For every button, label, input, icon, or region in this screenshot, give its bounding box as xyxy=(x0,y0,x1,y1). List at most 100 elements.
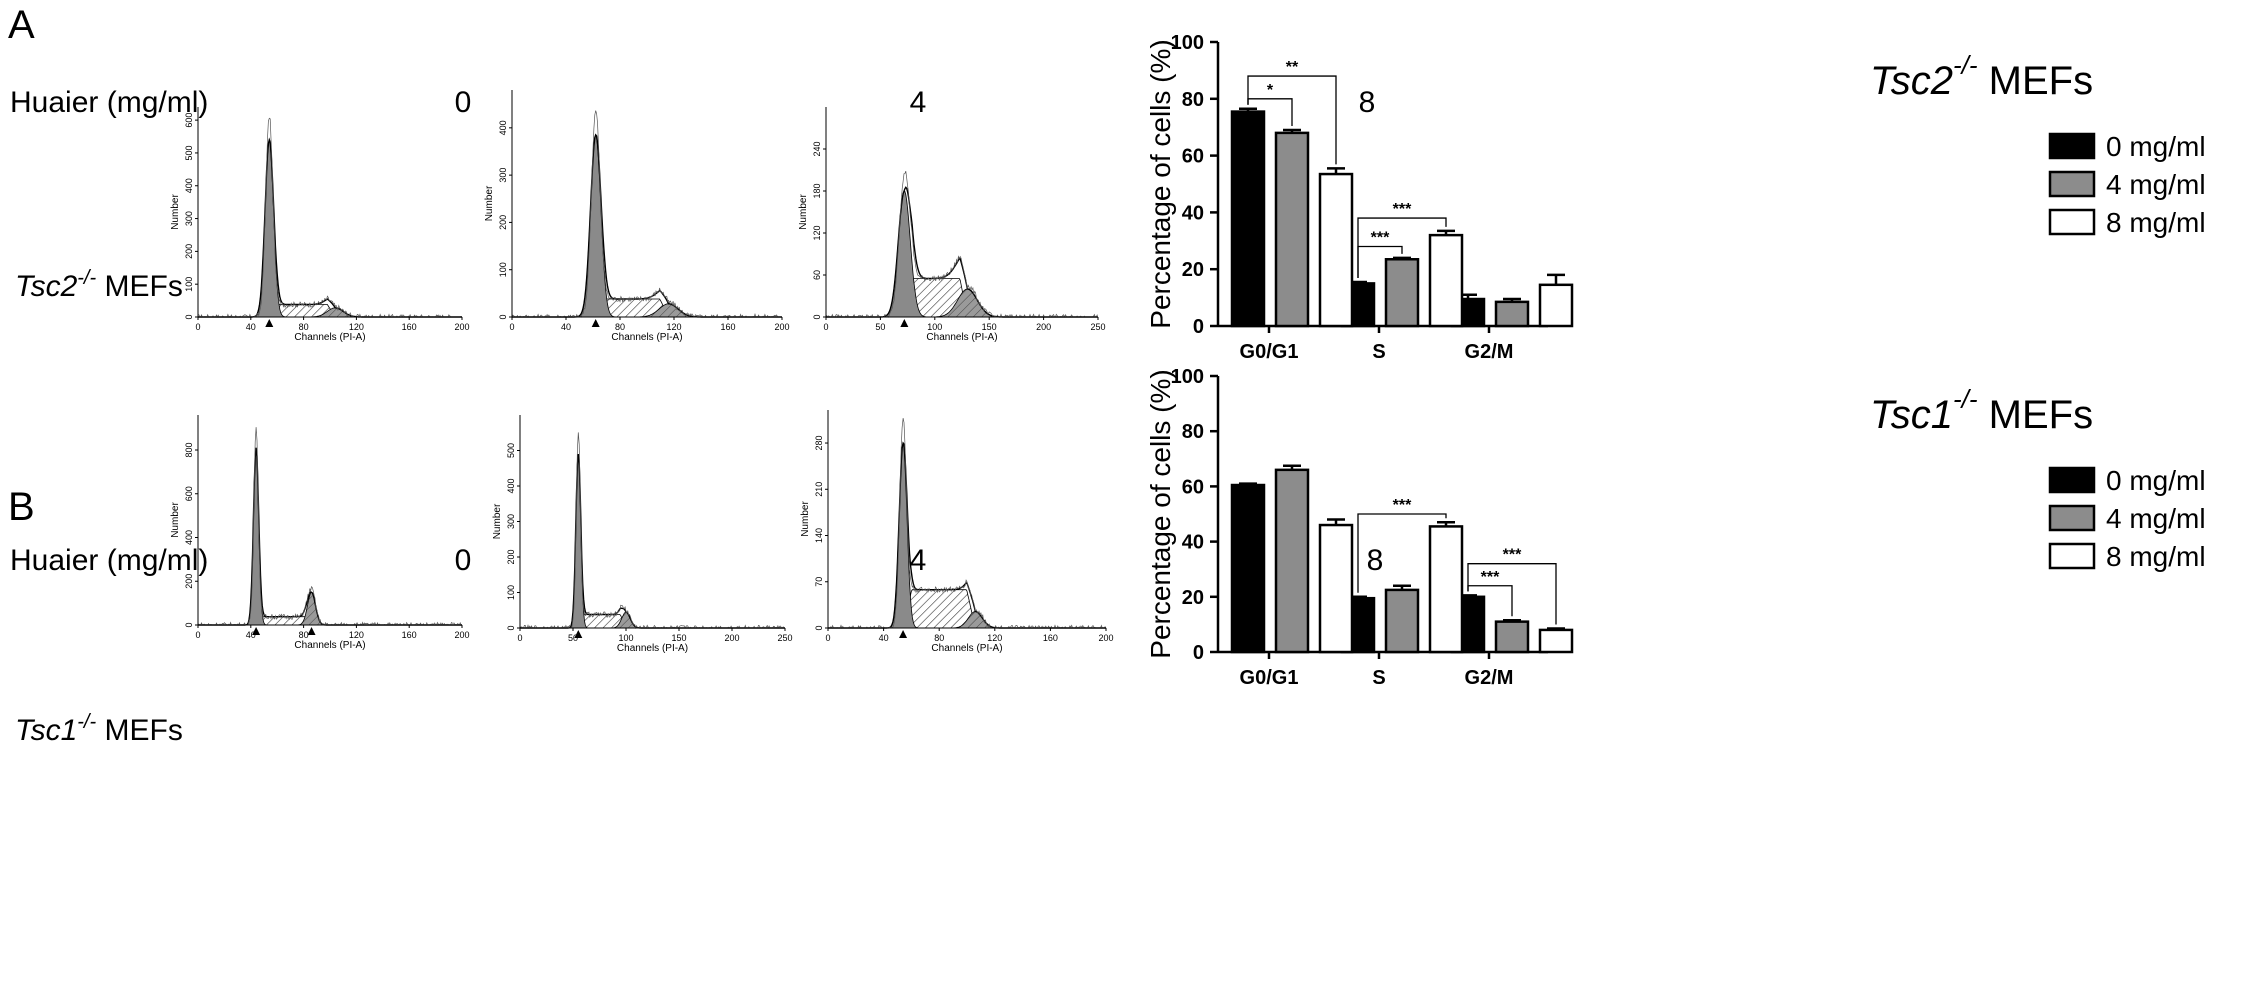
bar-title: Tsc2-/- MEFs xyxy=(1870,50,2093,103)
bar xyxy=(1274,468,1310,654)
bar-y-tick-label: 0 xyxy=(1193,316,1204,338)
sample-label-a: Tsc2-/- MEFs xyxy=(15,267,183,303)
hist-x-tick-label: 80 xyxy=(934,633,944,643)
treatment-label-a: Huaier (mg/ml) xyxy=(10,86,208,119)
dose-label-a-2: 8 xyxy=(1359,86,1376,119)
hist-x-tick-label: 0 xyxy=(195,630,200,640)
sample-gene-b: Tsc1 xyxy=(15,714,77,747)
hist-y-tick-label: 400 xyxy=(184,178,194,193)
dose-label-a-1: 4 xyxy=(910,86,927,119)
bar-y-tick-label: 40 xyxy=(1182,202,1204,224)
hist-y-tick-label: 0 xyxy=(814,625,824,630)
hist-y-axis-label: Number xyxy=(798,194,809,230)
bar xyxy=(1230,110,1266,328)
hist-y-tick-label: 200 xyxy=(184,574,194,589)
hist-peak-marker xyxy=(307,627,316,635)
legend-label: 8 mg/ml xyxy=(2106,541,2206,572)
legend-label: 8 mg/ml xyxy=(2106,207,2206,238)
histogram-a-0: 0 40 80 120 160 200 0 100 200 300 400 500 600 Channel… xyxy=(170,107,470,343)
bar-y-tick-label: 40 xyxy=(1182,532,1204,554)
hist-y-tick-label: 280 xyxy=(814,436,824,451)
bar xyxy=(1318,172,1354,328)
hist-raw-data xyxy=(828,418,1107,629)
hist-raw-data xyxy=(519,432,785,630)
hist-y-tick-label: 0 xyxy=(812,314,822,319)
legend-swatch xyxy=(2048,208,2096,236)
hist-x-tick-label: 150 xyxy=(671,633,686,643)
hist-peak-marker xyxy=(591,319,600,327)
hist-x-tick-label: 200 xyxy=(454,322,469,332)
hist-x-tick-label: 160 xyxy=(402,630,417,640)
bar xyxy=(1494,620,1530,654)
hist-y-tick-label: 600 xyxy=(184,486,194,501)
hist-x-tick-label: 0 xyxy=(517,633,522,643)
significance-label: *** xyxy=(1393,201,1412,218)
treatment-label-b: Huaier (mg/ml) xyxy=(10,544,208,577)
legend-swatch xyxy=(2048,466,2096,494)
hist-x-tick-label: 40 xyxy=(246,630,256,640)
hist-model-fit xyxy=(520,454,785,629)
hist-peak-marker xyxy=(900,319,909,327)
bar xyxy=(1494,300,1530,328)
hist-s-phase-area xyxy=(512,298,782,318)
hist-x-axis-label: Channels (PI-A) xyxy=(617,643,688,654)
hist-y-tick-label: 300 xyxy=(506,514,516,529)
histogram-a-4: 0 40 80 120 160 200 0 100 200 300 400 Channels (PI-… xyxy=(484,90,790,343)
sample-rest-a: MEFs xyxy=(96,270,183,303)
hist-y-axis-label: Number xyxy=(170,502,181,538)
hist-y-tick-label: 200 xyxy=(498,215,508,230)
hist-x-tick-label: 50 xyxy=(875,322,885,332)
significance-bracket xyxy=(1357,217,1447,278)
hist-x-tick-label: 150 xyxy=(982,322,997,332)
hist-raw-data xyxy=(511,110,782,318)
hist-y-tick-label: 400 xyxy=(506,478,516,493)
hist-x-tick-label: 100 xyxy=(927,322,942,332)
hist-raw-data xyxy=(197,117,463,319)
hist-x-tick-label: 0 xyxy=(823,322,828,332)
histogram-b-4: 0 50 100 150 200 250 0 100 200 300 400 500 Channels … xyxy=(492,415,793,654)
hist-x-axis-label: Channels (PI-A) xyxy=(931,643,1002,654)
bar xyxy=(1384,258,1420,328)
bar-y-tick-label: 0 xyxy=(1193,642,1204,664)
significance-bracket xyxy=(1357,513,1447,593)
hist-model-fit xyxy=(512,133,782,318)
dose-label-b-2: 8 xyxy=(1367,544,1384,577)
hist-y-tick-label: 100 xyxy=(184,277,194,292)
bar-category-label: G0/G1 xyxy=(1240,667,1299,689)
bar-category-label: G2/M xyxy=(1465,667,1514,689)
hist-x-tick-label: 120 xyxy=(349,322,364,332)
legend-label: 4 mg/ml xyxy=(2106,169,2206,200)
bar-y-tick-label: 80 xyxy=(1182,421,1204,443)
hist-y-tick-label: 180 xyxy=(812,183,822,198)
bar-category-label: G2/M xyxy=(1465,341,1514,363)
bar-y-tick-label: 100 xyxy=(1171,32,1204,54)
histogram-a-8: 0 50 100 150 200 250 0 60 120 180 240 Channels (PI-… xyxy=(798,107,1106,343)
sample-gene-a: Tsc2 xyxy=(15,270,78,303)
panel-letter-a: A xyxy=(8,3,35,47)
bar-y-axis-label: Percentage of cells (%) xyxy=(1145,369,1176,658)
hist-x-tick-label: 0 xyxy=(195,322,200,332)
hist-y-tick-label: 0 xyxy=(506,625,516,630)
hist-y-tick-label: 60 xyxy=(812,270,822,280)
hist-x-tick-label: 200 xyxy=(454,630,469,640)
hist-peak-marker xyxy=(574,630,583,638)
hist-peak-marker xyxy=(252,627,261,635)
hist-x-tick-label: 200 xyxy=(724,633,739,643)
hist-x-tick-label: 100 xyxy=(618,633,633,643)
bar-chart-a: 0 20 40 60 80 100 G0/G1 S G2/M Percentage of cell… xyxy=(1145,32,2206,363)
hist-x-tick-label: 80 xyxy=(299,630,309,640)
hist-x-tick-label: 0 xyxy=(509,322,514,332)
bar-title-rest: MEFs xyxy=(1978,393,2094,437)
hist-peak-marker xyxy=(899,630,908,638)
hist-g1-peak xyxy=(520,454,785,629)
significance-label: *** xyxy=(1393,497,1412,514)
hist-y-tick-label: 0 xyxy=(498,314,508,319)
hist-x-tick-label: 40 xyxy=(879,633,889,643)
bar xyxy=(1230,483,1266,654)
hist-x-tick-label: 40 xyxy=(246,322,256,332)
hist-raw-data xyxy=(197,427,463,626)
hist-y-axis-label: Number xyxy=(492,503,503,539)
bar xyxy=(1538,283,1574,328)
hist-y-tick-label: 140 xyxy=(814,528,824,543)
